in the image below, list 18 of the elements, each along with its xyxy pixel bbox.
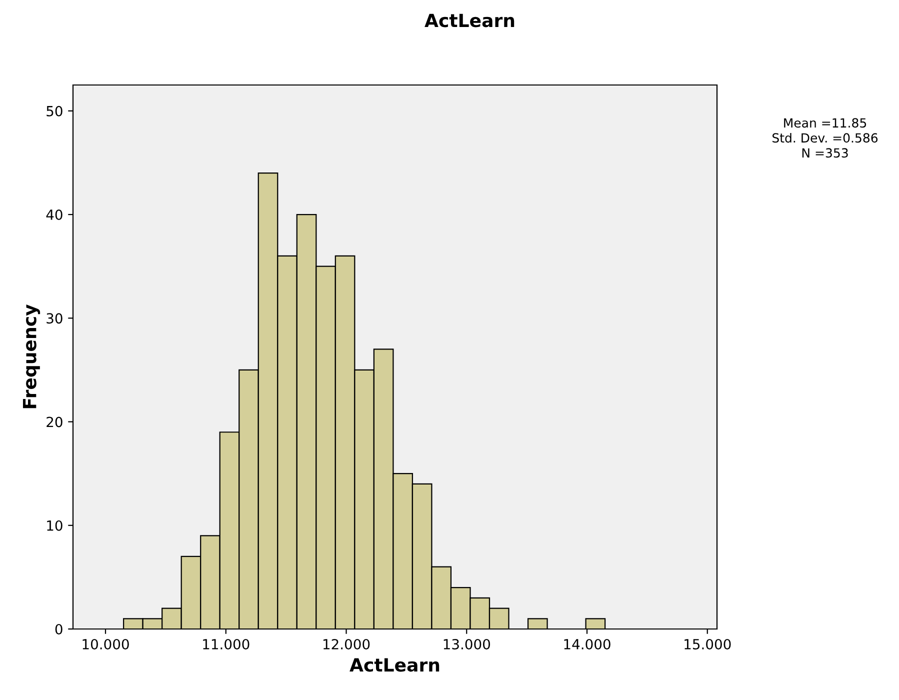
x-tick-label: 13.000 (444, 638, 490, 650)
y-tick-label: 20 (46, 416, 62, 428)
x-tick-label: 14.000 (564, 638, 610, 650)
text: N =353 (802, 148, 848, 158)
y-tick-label: 30 (46, 313, 62, 324)
y-tick-label: 40 (46, 209, 62, 220)
text: Mean =11.85 (784, 118, 866, 128)
y-tick-label: 0 (55, 624, 62, 634)
x-tick-label: 15.000 (684, 638, 731, 650)
x-axis-title: ActLearn (350, 658, 440, 672)
x-tick-label: 10.000 (82, 638, 129, 650)
y-axis-title: Frequency (22, 304, 40, 408)
text: Std. Dev. =0.586 (772, 132, 878, 143)
y-tick-label: 50 (46, 106, 62, 116)
x-tick-label: 11.000 (203, 638, 250, 650)
x-tick-label: 12.000 (323, 638, 370, 650)
chart-title: ActLearn (424, 14, 514, 28)
y-tick-label: 10 (47, 520, 62, 531)
